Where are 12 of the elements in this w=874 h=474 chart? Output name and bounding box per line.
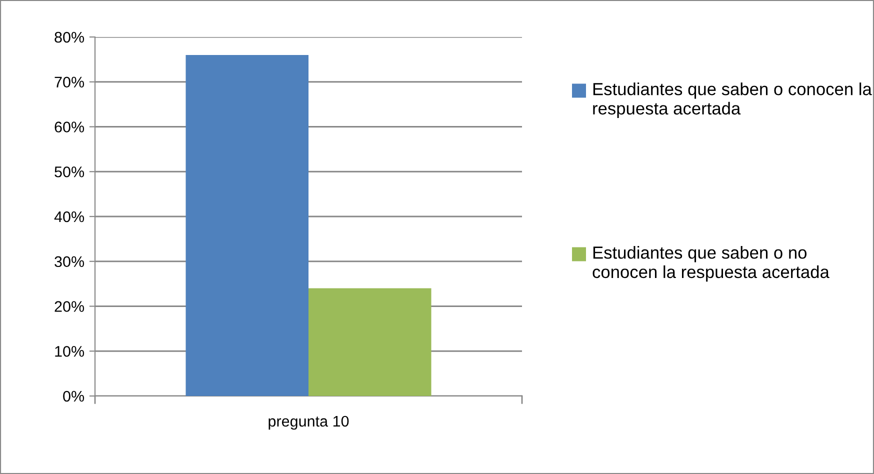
y-tick-label: 80% (54, 32, 84, 43)
legend-label: Estudiantes que saben o conocen la respuesta acertada (593, 82, 872, 118)
y-tick-label: 20% (54, 301, 84, 312)
y-tick-label: 0% (63, 390, 84, 402)
x-tick-label: pregunta 10 (268, 416, 349, 430)
y-tick-label: 70% (54, 76, 84, 88)
y-tick-label: 60% (54, 122, 84, 132)
y-tick-label: 50% (54, 166, 84, 178)
y-tick-label: 10% (55, 346, 84, 357)
legend-label: Estudiantes que saben o no conocen la respuesta acertada (592, 246, 830, 282)
y-tick-label: 40% (54, 211, 84, 222)
y-tick-label: 30% (54, 256, 84, 268)
